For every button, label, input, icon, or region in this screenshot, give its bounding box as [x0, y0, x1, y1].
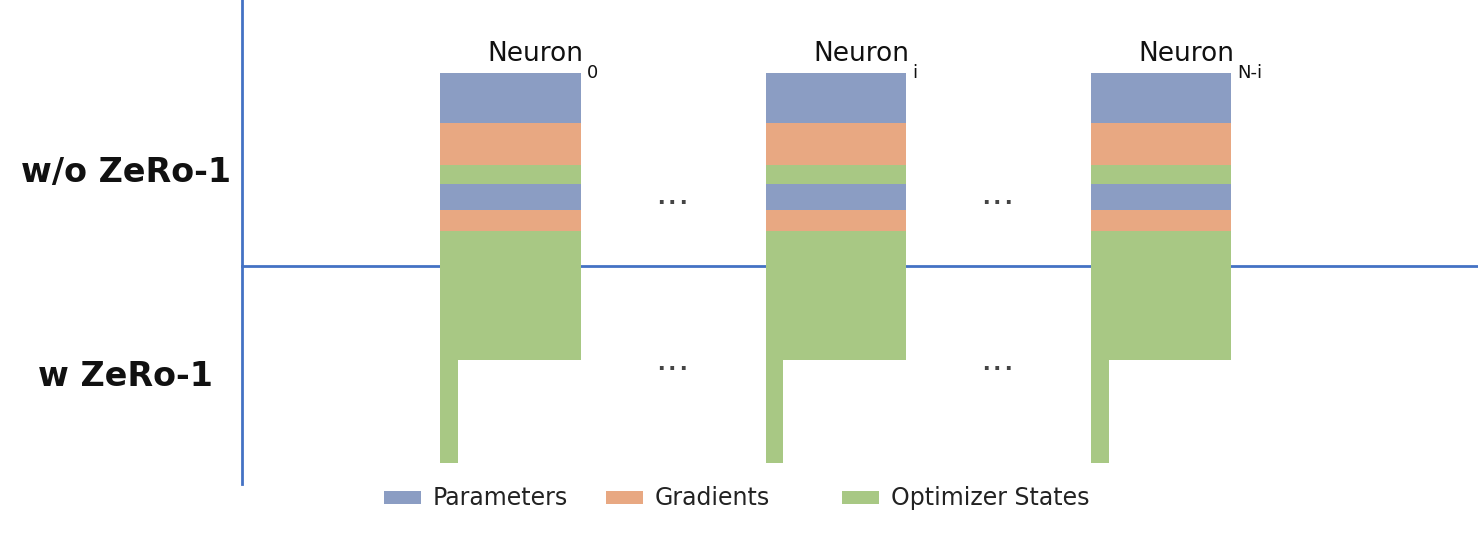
Bar	[440, 165, 581, 360]
Text: Neuron: Neuron	[1138, 41, 1234, 67]
Text: w ZeRo-1: w ZeRo-1	[38, 360, 213, 393]
Bar	[440, 210, 581, 231]
Text: Neuron: Neuron	[488, 41, 584, 67]
Text: ...: ...	[980, 176, 1015, 211]
Bar	[842, 491, 879, 505]
Bar	[1091, 231, 1108, 463]
Text: w/o ZeRo-1: w/o ZeRo-1	[21, 155, 231, 189]
Text: N-i: N-i	[1237, 63, 1262, 82]
Bar	[606, 491, 643, 505]
Bar	[766, 184, 906, 210]
Bar	[766, 123, 906, 165]
Bar	[1091, 123, 1231, 165]
Bar	[440, 123, 581, 165]
Text: ...: ...	[655, 343, 690, 378]
Bar	[1091, 73, 1231, 123]
Bar	[766, 165, 906, 360]
Text: Parameters: Parameters	[433, 486, 569, 509]
Bar	[766, 210, 906, 231]
Bar	[440, 184, 581, 210]
Bar	[1091, 210, 1231, 231]
Bar	[440, 73, 581, 123]
Text: 0: 0	[587, 63, 599, 82]
Bar	[766, 73, 906, 123]
Text: ...: ...	[980, 343, 1015, 378]
Text: i: i	[912, 63, 916, 82]
Bar	[1091, 184, 1231, 210]
Text: Gradients: Gradients	[655, 486, 770, 509]
Text: Optimizer States: Optimizer States	[891, 486, 1089, 509]
Bar	[440, 231, 458, 463]
Bar	[384, 491, 421, 505]
Text: ...: ...	[655, 176, 690, 211]
Bar	[766, 231, 783, 463]
Text: Neuron: Neuron	[813, 41, 909, 67]
Bar	[1091, 165, 1231, 360]
